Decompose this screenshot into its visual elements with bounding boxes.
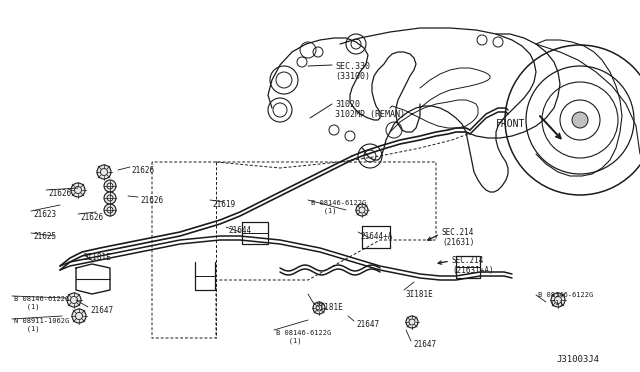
Text: 21626: 21626 <box>48 189 71 198</box>
Text: 21644: 21644 <box>228 226 251 235</box>
Text: 21625: 21625 <box>33 232 56 241</box>
Text: 3I181E: 3I181E <box>316 303 344 312</box>
Circle shape <box>572 112 588 128</box>
Text: B 08146-6122G
   (1): B 08146-6122G (1) <box>538 292 593 305</box>
Circle shape <box>356 204 368 216</box>
Circle shape <box>406 316 418 328</box>
Text: N 08911-1062G
   (1): N 08911-1062G (1) <box>14 318 69 331</box>
Text: 21647: 21647 <box>413 340 436 349</box>
Text: SEC.214
(21631+A): SEC.214 (21631+A) <box>452 256 493 275</box>
Circle shape <box>104 192 116 204</box>
Text: B 08146-6122G
   (1): B 08146-6122G (1) <box>14 296 69 310</box>
Text: J31003J4: J31003J4 <box>556 355 599 364</box>
Text: 21647: 21647 <box>356 320 379 329</box>
Text: 21626: 21626 <box>140 196 163 205</box>
Text: B 08146-6122G
   (1): B 08146-6122G (1) <box>311 200 366 214</box>
Circle shape <box>97 165 111 179</box>
Circle shape <box>72 309 86 323</box>
Text: 3I181E: 3I181E <box>406 290 434 299</box>
Circle shape <box>67 293 81 307</box>
Text: 21626: 21626 <box>131 166 154 175</box>
Text: 21619: 21619 <box>212 200 235 209</box>
Circle shape <box>313 302 325 314</box>
Text: SEC.330
(33100): SEC.330 (33100) <box>335 62 370 81</box>
Text: B 08146-6122G
   (1): B 08146-6122G (1) <box>276 330 332 343</box>
Circle shape <box>104 180 116 192</box>
Text: 21623: 21623 <box>33 210 56 219</box>
Text: 21626: 21626 <box>80 213 103 222</box>
Text: FRONT: FRONT <box>496 119 525 129</box>
Circle shape <box>71 183 85 197</box>
Circle shape <box>104 204 116 216</box>
Text: 21644+A: 21644+A <box>360 232 392 241</box>
Circle shape <box>551 293 565 307</box>
Text: 31020
3102MP (REMAN): 31020 3102MP (REMAN) <box>335 100 405 119</box>
Text: SEC.214
(21631): SEC.214 (21631) <box>442 228 474 247</box>
Text: 3I181E: 3I181E <box>84 253 112 262</box>
Text: 21647: 21647 <box>90 306 113 315</box>
